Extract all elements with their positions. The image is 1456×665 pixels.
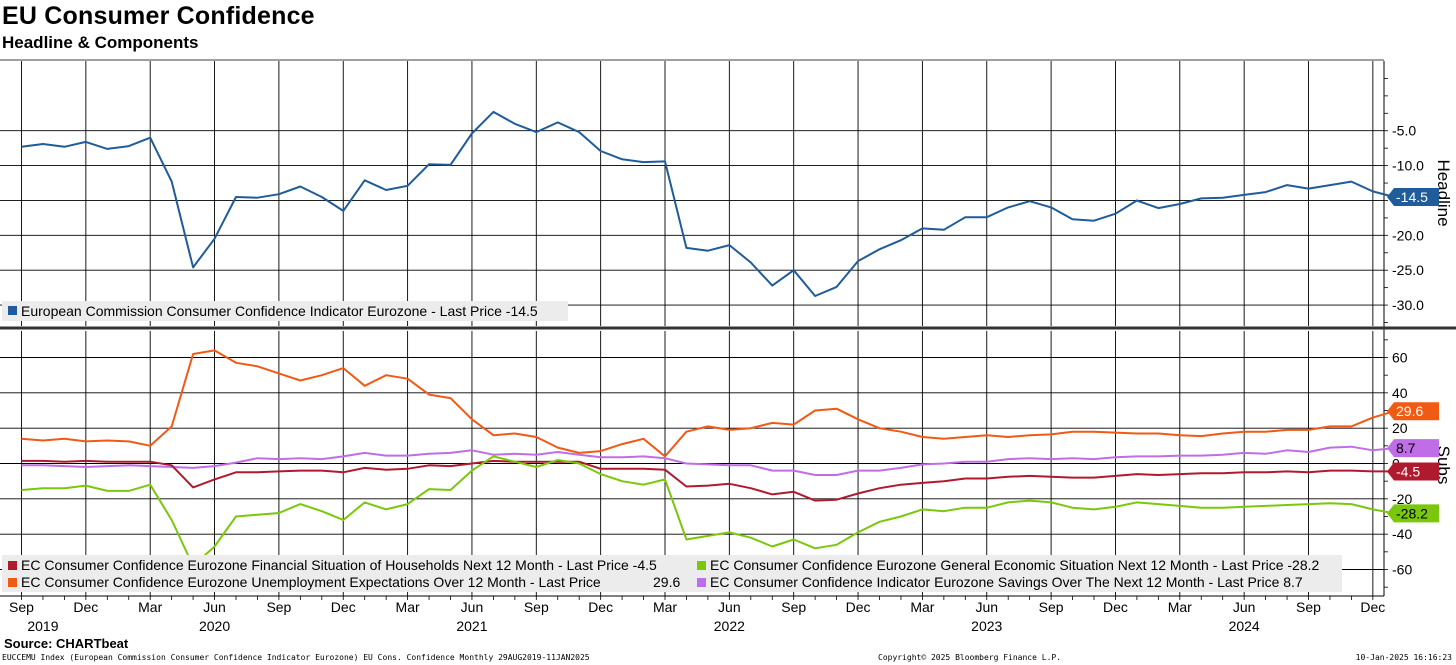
x-tick-label-month: Mar [138,599,162,615]
legend-text-savings: EC Consumer Confidence Indicator Eurozon… [710,574,1303,590]
x-tick-label-month: Dec [1103,599,1128,615]
y-tick-label-subs: -60 [1392,562,1412,578]
last-value-tag-bg [1387,504,1439,523]
x-tick-label-month: Jun [718,599,741,615]
x-tick-label-month: Dec [73,599,98,615]
x-tick-label-month: Sep [1039,599,1064,615]
last-value-tag-text: -28.2 [1396,505,1428,521]
x-tick-label-year: 2020 [199,618,230,634]
x-tick-label-month: Mar [1168,599,1192,615]
x-tick-label-month: Jun [203,599,226,615]
x-tick-label-month: Sep [266,599,291,615]
y-tick-label-subs: -40 [1392,526,1412,542]
series-line-unemployment [21,349,1395,458]
last-value-tag-general-economic: -28.2 [1387,504,1439,523]
legend-swatch-general-economic [697,561,706,570]
series-line-general-economic [21,455,1395,567]
last-value-tag-bg [1387,187,1439,206]
x-tick-label-month: Jun [975,599,998,615]
chart-title: EU Consumer Confidence [2,2,315,30]
legend-swatch-savings [697,578,706,587]
x-tick-label-month: Sep [1296,599,1321,615]
footer-copyright: Copyright© 2025 Bloomberg Finance L.P. [878,653,1062,662]
x-tick-label-month: Dec [1360,599,1385,615]
y-tick-label-headline: -30.0 [1392,297,1424,313]
series-line-financial-situation [21,459,1395,502]
last-value-tag-text: -4.5 [1396,463,1420,479]
y-tick-label-subs: 40 [1392,385,1408,401]
x-tick-label-year: 2024 [1229,618,1260,634]
x-tick-label-month: Dec [588,599,613,615]
x-tick-label-month: Sep [9,599,34,615]
y-axis-title-headline: Headline [1434,159,1453,226]
legend-value-unemployment: 29.6 [653,574,680,590]
legend-box-headline [2,301,568,321]
x-tick-label-month: Jun [461,599,484,615]
series-line-savings [21,445,1395,476]
last-value-tag-bg [1387,439,1439,458]
x-tick-label-month: Sep [781,599,806,615]
legend-text-unemployment: EC Consumer Confidence Eurozone Unemploy… [21,574,601,590]
x-tick-label-month: Mar [396,599,420,615]
chart-subtitle: Headline & Components [2,33,199,52]
x-tick-label-year: 2021 [456,618,487,634]
legend-swatch-headline [8,306,17,315]
y-tick-label-subs: -20 [1392,491,1412,507]
y-tick-label-subs: 60 [1392,350,1408,366]
footer-ticker-info: EUCCEMU Index (European Commission Consu… [2,653,590,662]
footer-timestamp: 10-Jan-2025 16:16:23 [1355,653,1452,662]
x-tick-label-year: 2019 [27,618,58,634]
legend-text-financial-situation: EC Consumer Confidence Eurozone Financia… [21,557,657,573]
last-value-tag-text: 29.6 [1396,403,1423,419]
x-tick-label-month: Dec [331,599,356,615]
legend-swatch-unemployment [8,578,17,587]
source-note: Source: CHARTbeat [4,636,129,651]
legend-text-general-economic: EC Consumer Confidence Eurozone General … [710,557,1320,573]
y-tick-label-subs: 20 [1392,420,1408,436]
y-tick-label-headline: -20.0 [1392,227,1424,243]
last-value-tag-unemployment: 29.6 [1387,402,1439,421]
legend-box-subs [2,555,1342,592]
y-tick-label-headline: -5.0 [1392,123,1416,139]
series-line-headline [21,110,1395,297]
x-tick-label-month: Sep [524,599,549,615]
x-tick-label-year: 2022 [714,618,745,634]
last-value-tag-bg [1387,462,1439,481]
last-value-tag-headline: -14.5 [1387,187,1439,206]
y-tick-label-headline: -25.0 [1392,262,1424,278]
y-tick-label-headline: -10.0 [1392,158,1424,174]
legend-text-headline: European Commission Consumer Confidence … [21,303,538,319]
x-tick-label-year: 2023 [971,618,1002,634]
last-value-tag-financial-situation: -4.5 [1387,462,1439,481]
x-tick-label-month: Mar [910,599,934,615]
x-tick-label-month: Jun [1233,599,1256,615]
legend-swatch-financial-situation [8,561,17,570]
last-value-tag-text: 8.7 [1396,440,1416,456]
last-value-tag-bg [1387,402,1439,421]
x-tick-label-month: Mar [653,599,677,615]
last-value-tag-text: -14.5 [1396,189,1428,205]
x-tick-label-month: Dec [846,599,871,615]
last-value-tag-savings: 8.7 [1387,439,1439,458]
